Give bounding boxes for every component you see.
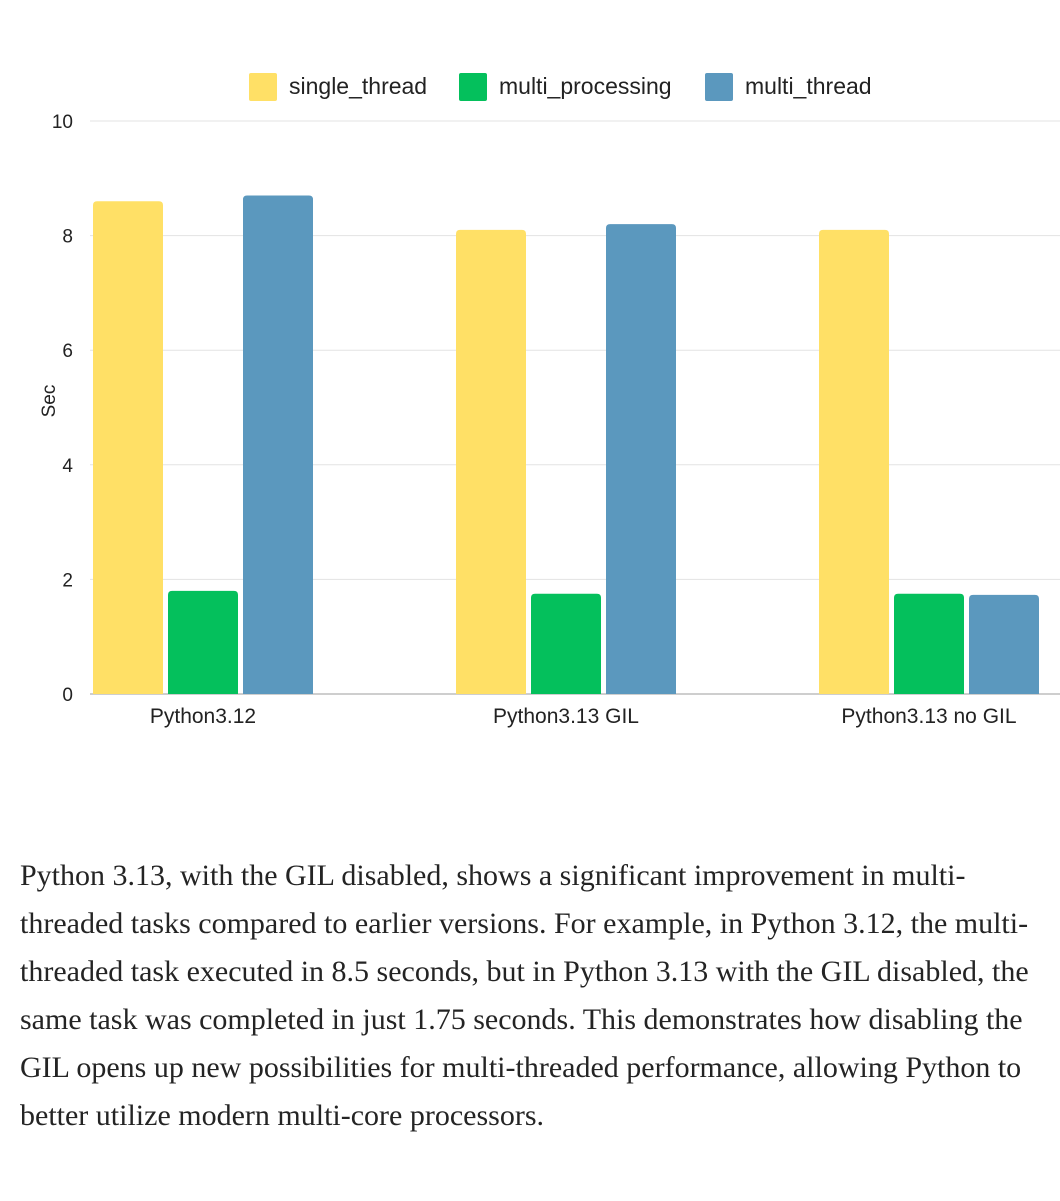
bar-single-thread: [819, 229, 889, 694]
legend-swatch: [249, 73, 277, 101]
y-axis-ticks: 0 2 4 6 8 10: [52, 112, 74, 706]
article-paragraph: Python 3.13, with the GIL disabled, show…: [20, 859, 1029, 1132]
bar-multi-thread: [606, 224, 676, 694]
y-tick-label: 6: [62, 341, 73, 362]
bar-group: [819, 229, 1039, 694]
legend-item: multi_processing: [459, 73, 672, 101]
y-tick-label: 0: [62, 685, 73, 706]
legend-label: single_thread: [289, 73, 427, 99]
legend-swatch: [459, 73, 487, 101]
bar-single-thread: [456, 229, 526, 694]
y-tick-label: 2: [62, 570, 73, 591]
x-axis-categories: Python3.12 Python3.13 GIL Python3.13 no GI…: [150, 705, 1017, 728]
legend-swatch: [705, 73, 733, 101]
x-category-label: Python3.13 no GIL: [841, 705, 1016, 728]
legend-item: multi_thread: [705, 73, 872, 101]
y-tick-label: 10: [52, 112, 73, 133]
bar-chart: 0 2 4 6 8 10 Sec Python3.12 Python3.13 GIL Pyth…: [39, 73, 1060, 728]
x-category-label: Python3.13 GIL: [493, 705, 639, 728]
bar-group: [93, 195, 313, 695]
y-tick-label: 4: [62, 456, 73, 477]
legend: single_thread multi_processing multi_threa…: [249, 73, 872, 101]
y-axis-label: Sec: [39, 385, 60, 418]
bar-single-thread: [93, 201, 163, 694]
bars: [93, 195, 1039, 695]
bar-multi-thread: [243, 195, 313, 695]
x-category-label: Python3.12: [150, 705, 256, 728]
bar-multi-processing: [894, 593, 964, 694]
bar-multi-processing: [531, 593, 601, 694]
legend-label: multi_processing: [499, 73, 672, 99]
bar-multi-processing: [168, 590, 238, 694]
legend-item: single_thread: [249, 73, 427, 101]
bar-multi-thread: [969, 594, 1039, 694]
y-tick-label: 8: [62, 227, 73, 248]
legend-label: multi_thread: [745, 73, 872, 99]
bar-group: [456, 224, 676, 694]
